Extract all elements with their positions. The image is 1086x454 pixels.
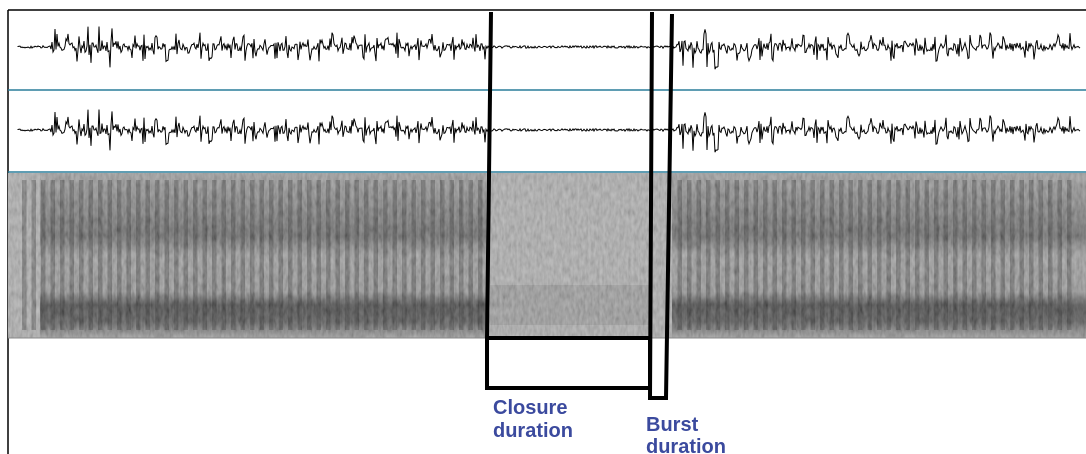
annotation-text: duration	[493, 420, 573, 442]
annotation-text: Burst	[646, 414, 699, 436]
spectrogram	[8, 173, 1086, 338]
annotation-marks	[485, 11, 674, 400]
burst-bracket	[647, 11, 674, 400]
closure-bracket	[485, 11, 652, 390]
waveforms	[17, 26, 1081, 153]
annotation-text: duration	[646, 436, 726, 454]
waveform	[17, 26, 1081, 70]
annotation-text: Closure	[493, 397, 567, 419]
waveform	[17, 109, 1081, 153]
noise-texture	[8, 173, 1086, 338]
